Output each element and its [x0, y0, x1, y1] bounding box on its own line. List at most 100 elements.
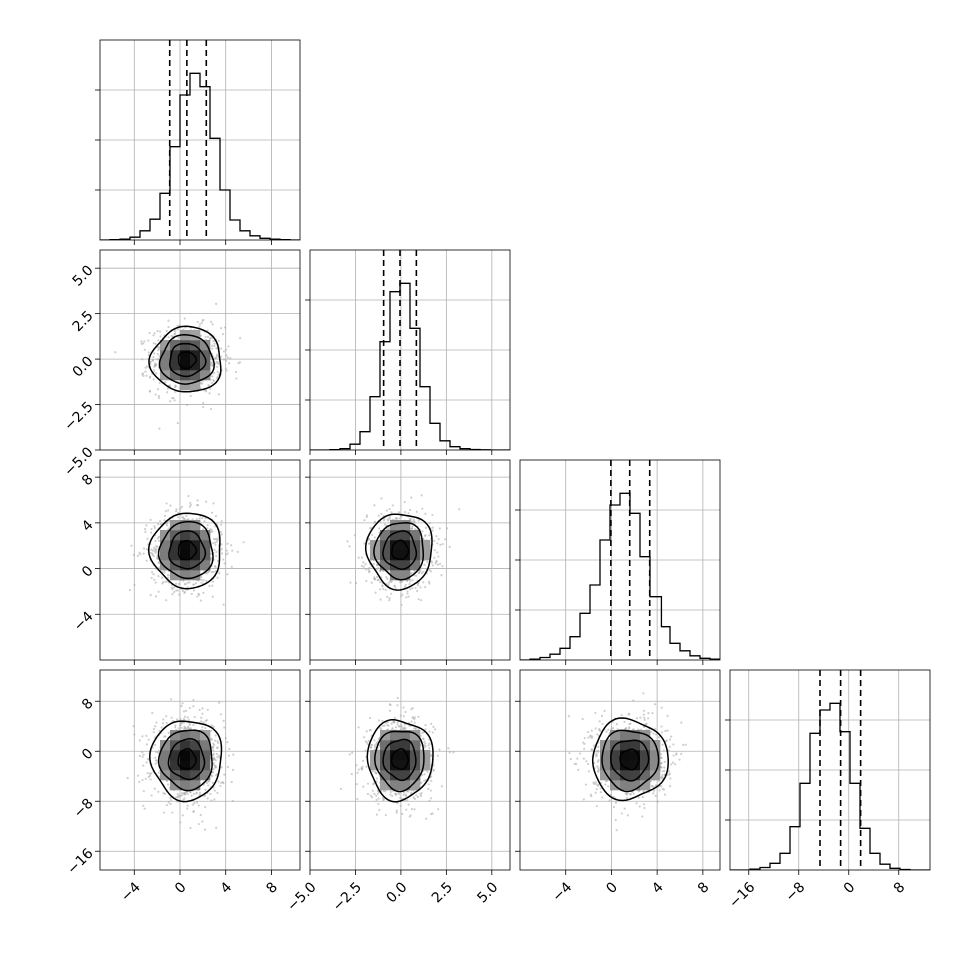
contour-line [390, 748, 409, 771]
scatter-point [200, 581, 203, 584]
scatter-point [661, 743, 664, 746]
scatter-point [427, 783, 430, 786]
scatter-point [192, 583, 195, 586]
scatter-point [365, 515, 368, 519]
density-cell [620, 770, 631, 781]
scatter-point [608, 799, 611, 802]
scatter-point [599, 787, 602, 790]
scatter-point [211, 781, 214, 784]
scatter-point [208, 780, 211, 783]
scatter-point [660, 785, 663, 788]
scatter-point [586, 762, 590, 766]
scatter-point [217, 780, 220, 783]
scatter-point [406, 799, 409, 802]
scatter-point [373, 746, 377, 749]
scatter-point [158, 519, 162, 523]
density-cell [380, 760, 391, 771]
scatter-point [219, 784, 222, 788]
scatter-point [212, 754, 215, 757]
scatter-point [154, 725, 157, 728]
scatter-point [216, 375, 219, 379]
scatter-point [128, 588, 132, 592]
scatter-point [368, 566, 371, 570]
scatter-point [138, 754, 141, 758]
scatter-point [157, 523, 160, 526]
scatter-point [180, 705, 183, 708]
scatter-point [194, 582, 198, 585]
density-cell [400, 520, 411, 531]
panel-frame [519, 669, 721, 871]
x-tick-label: 4 [218, 879, 236, 897]
scatter-point [216, 559, 220, 563]
scatter-point [663, 766, 666, 769]
scatter-point [214, 739, 217, 742]
scatter-point [226, 765, 230, 769]
scatter-point [237, 362, 240, 365]
scatter-point [590, 736, 593, 740]
scatter-point [371, 789, 374, 792]
scatter-point [368, 729, 371, 732]
density-cell [180, 780, 191, 791]
scatter-point [407, 512, 410, 515]
scatter-point [217, 339, 220, 342]
scatter-point [441, 542, 444, 546]
scatter-point [192, 698, 195, 702]
scatter-point [188, 505, 191, 508]
density-cell [190, 780, 201, 791]
scatter-point [637, 790, 640, 793]
scatter-point [173, 586, 176, 589]
scatter-point [429, 570, 433, 573]
scatter-point [206, 335, 210, 339]
density-cell [190, 360, 201, 371]
scatter-point [154, 743, 157, 747]
density-cell [170, 350, 181, 361]
scatter-point [421, 530, 424, 533]
scatter-point [391, 504, 394, 507]
scatter-point [202, 579, 205, 582]
scatter-point [432, 769, 436, 772]
scatter-point [652, 792, 655, 795]
scatter-point [191, 518, 194, 521]
scatter-point [214, 554, 218, 558]
scatter-point [195, 518, 198, 521]
scatter-point [154, 756, 157, 759]
scatter-point [171, 720, 174, 723]
scatter-point [171, 588, 174, 591]
density-cell [200, 340, 211, 351]
scatter-point [658, 789, 661, 792]
scatter-point [594, 781, 597, 784]
density-cell [190, 380, 201, 391]
density-cells [370, 730, 431, 791]
scatter-point [432, 725, 435, 728]
scatter-point [165, 502, 168, 505]
density-cell [390, 520, 401, 531]
density-cell [390, 530, 401, 541]
scatter-point [162, 811, 166, 814]
density-cell [390, 730, 401, 741]
scatter-point [365, 514, 369, 517]
scatter-point [402, 791, 406, 794]
scatter-point [200, 716, 203, 719]
scatter-point [202, 318, 205, 322]
scatter-point [222, 358, 226, 361]
scatter-point [355, 581, 358, 585]
scatter-point [239, 337, 242, 340]
scatter-point [364, 568, 368, 571]
scatter-point [219, 530, 223, 534]
scatter-point [147, 354, 150, 357]
scatter-point [348, 753, 351, 756]
scatter-point [159, 335, 162, 338]
scatter-point [182, 710, 186, 713]
scatter-point [191, 803, 194, 806]
scatter-point [155, 358, 159, 361]
scatter-point [436, 551, 439, 554]
scatter-point [220, 347, 223, 350]
scatter-point [163, 571, 166, 574]
density-cell [640, 760, 651, 771]
scatter-point [660, 731, 664, 734]
density-cell [400, 780, 411, 791]
scatter-point [415, 574, 418, 577]
contour-line [391, 539, 410, 561]
scatter-point [150, 531, 153, 534]
scatter-point [652, 732, 655, 735]
